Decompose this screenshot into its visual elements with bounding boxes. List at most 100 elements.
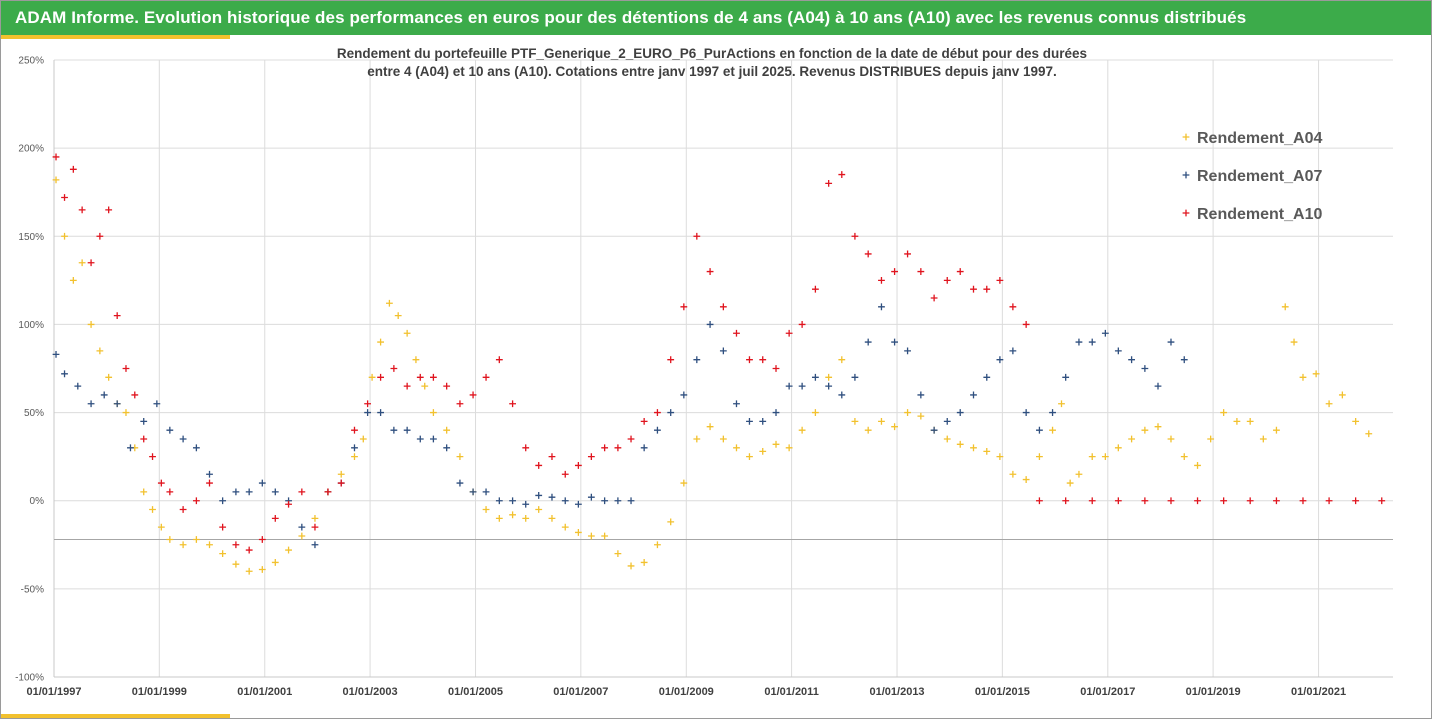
- data-point: [535, 462, 543, 469]
- data-point: [403, 426, 411, 434]
- data-point: [719, 435, 727, 443]
- data-point: [956, 268, 964, 275]
- data-point: [640, 417, 648, 425]
- data-point: [1141, 497, 1149, 505]
- data-point: [364, 400, 372, 408]
- data-point: [1009, 347, 1017, 355]
- data-point: [192, 536, 200, 543]
- data-point: [627, 497, 635, 505]
- data-point: [864, 338, 872, 346]
- data-point: [627, 562, 635, 570]
- data-point: [1022, 476, 1030, 483]
- data-point: [324, 488, 332, 496]
- data-point: [798, 382, 806, 390]
- data-point: [1022, 321, 1030, 328]
- data-point: [206, 541, 213, 549]
- data-point: [891, 338, 898, 346]
- data-point: [640, 444, 648, 452]
- data-point: [759, 417, 767, 425]
- data-point: [298, 488, 306, 496]
- data-point: [1009, 303, 1017, 311]
- data-point: [601, 497, 609, 505]
- data-point: [69, 165, 77, 173]
- data-point: [1167, 338, 1175, 346]
- data-point: [996, 453, 1004, 461]
- data-point: [311, 523, 319, 531]
- data-point: [1128, 356, 1136, 364]
- plot-title-line-1: Rendement du portefeuille PTF_Generique_…: [336, 46, 1088, 61]
- x-tick-label: 01/01/1999: [132, 686, 187, 698]
- data-point: [509, 497, 516, 505]
- data-point: [825, 382, 833, 390]
- data-point: [87, 321, 95, 328]
- data-point: [1378, 497, 1386, 505]
- data-point: [851, 373, 859, 381]
- data-point: [385, 299, 393, 307]
- data-point: [970, 285, 977, 293]
- data-point: [1259, 435, 1267, 443]
- data-point: [96, 232, 104, 240]
- x-tick-label: 01/01/2019: [1186, 686, 1241, 698]
- data-point: [157, 479, 165, 487]
- data-point: [140, 488, 148, 496]
- data-point: [917, 391, 925, 399]
- data-point: [1273, 497, 1280, 505]
- data-point: [495, 356, 503, 364]
- data-point: [864, 250, 872, 258]
- data-point: [983, 285, 991, 293]
- data-point: [574, 462, 582, 469]
- data-point: [412, 356, 420, 364]
- data-point: [469, 488, 477, 496]
- data-point: [1338, 391, 1346, 399]
- data-point: [245, 546, 253, 554]
- data-point: [456, 400, 464, 408]
- data-point: [719, 303, 727, 311]
- data-point: [706, 268, 714, 275]
- data-point: [311, 514, 319, 522]
- data-point: [232, 541, 240, 549]
- legend-marker-Rendement_A07: [1182, 171, 1190, 179]
- data-point: [482, 488, 490, 496]
- data-point: [285, 546, 292, 554]
- plot-title-line-2: entre 4 (A04) et 10 ans (A10). Cotations…: [367, 64, 1057, 79]
- data-point: [122, 365, 130, 372]
- data-point: [535, 506, 543, 513]
- data-point: [311, 541, 319, 549]
- data-point: [337, 479, 345, 487]
- data-point: [878, 276, 885, 284]
- data-point: [456, 479, 464, 487]
- x-tick-label: 01/01/2017: [1080, 686, 1135, 698]
- data-point: [482, 506, 490, 513]
- data-point: [719, 347, 727, 355]
- data-point: [127, 444, 134, 452]
- data-point: [614, 497, 622, 505]
- data-point: [219, 497, 227, 505]
- data-point: [1088, 497, 1096, 505]
- data-point: [522, 500, 530, 508]
- data-points: [52, 153, 1386, 575]
- data-point: [149, 506, 156, 513]
- data-point: [640, 559, 648, 566]
- data-point: [1036, 426, 1043, 434]
- data-point: [1281, 303, 1289, 311]
- data-point: [878, 417, 885, 425]
- data-point: [87, 259, 95, 267]
- data-point: [1114, 347, 1122, 355]
- data-point: [1167, 497, 1175, 505]
- data-point: [548, 514, 556, 522]
- data-point: [811, 285, 819, 293]
- data-point: [574, 529, 582, 536]
- data-point: [416, 373, 424, 381]
- data-point: [359, 435, 367, 443]
- data-point: [1088, 453, 1096, 461]
- data-point: [206, 479, 213, 487]
- data-point: [351, 426, 358, 434]
- data-point: [601, 532, 609, 540]
- data-point: [1325, 497, 1333, 505]
- data-point: [522, 514, 530, 522]
- x-tick-label: 01/01/2021: [1291, 686, 1346, 698]
- data-point: [838, 356, 846, 364]
- data-point: [1325, 400, 1333, 408]
- data-point: [390, 426, 398, 434]
- data-point: [377, 409, 384, 416]
